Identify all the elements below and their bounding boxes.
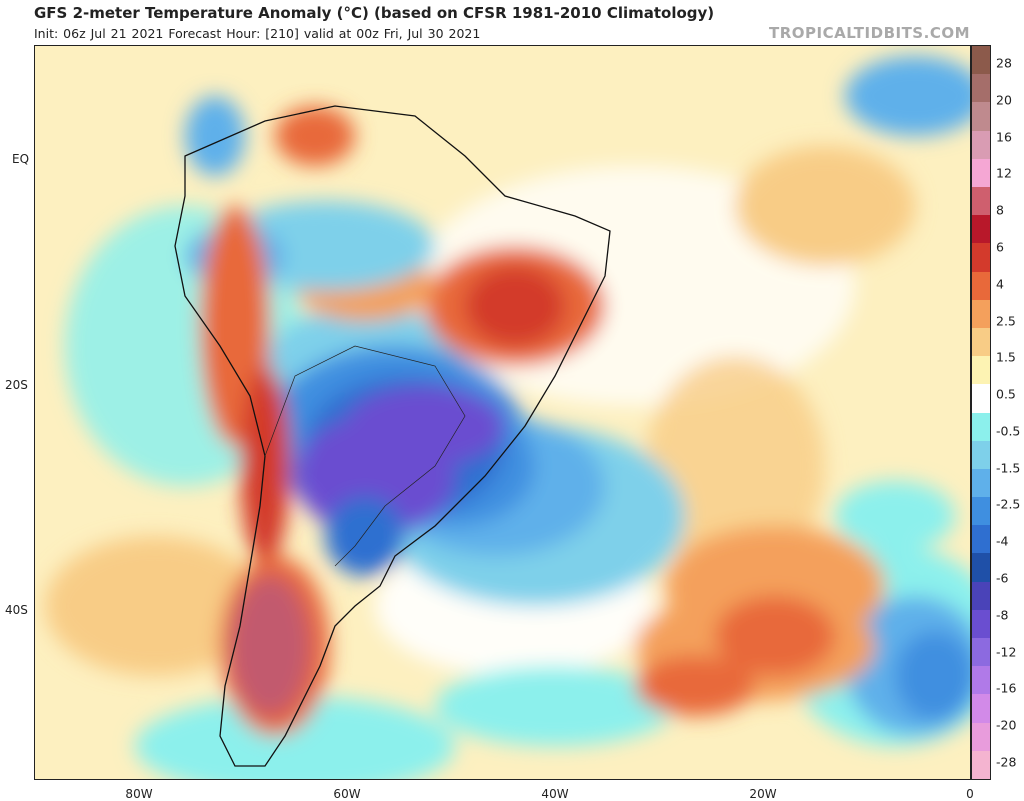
country-borders <box>264 345 466 567</box>
colorbar-segment <box>972 74 990 103</box>
colorbar-segment <box>972 750 990 780</box>
colorbar-segment <box>972 327 990 357</box>
colorbar-tick-label: -0.5 <box>996 423 1021 439</box>
anomaly-map <box>35 46 970 779</box>
lon-label-40w: 40W <box>541 787 569 801</box>
colorbar-segment <box>972 553 990 583</box>
colorbar-segment <box>972 158 990 188</box>
colorbar-tick-label: -8 <box>996 607 1009 623</box>
colorbar-tick-label: -28 <box>996 754 1017 770</box>
colorbar-segment <box>972 722 990 752</box>
colorbar-tick-label: -1.5 <box>996 460 1021 476</box>
colorbar-tick-label: 2.5 <box>996 313 1016 329</box>
colorbar-tick-label: -6 <box>996 570 1009 586</box>
colorbar-segment <box>972 299 990 329</box>
colorbar-tick-label: -20 <box>996 717 1017 733</box>
colorbar-tick-label: -12 <box>996 644 1017 660</box>
colorbar-segment <box>972 468 990 498</box>
colorbar-tick-label: 16 <box>996 129 1012 145</box>
colorbar-segment <box>972 356 990 385</box>
colorbar-segment <box>972 525 990 554</box>
colorbar-tick-label: 6 <box>996 239 1004 255</box>
colorbar-tick-label: -4 <box>996 533 1009 549</box>
colorbar-tick-label: -16 <box>996 680 1017 696</box>
coastline <box>174 105 611 767</box>
colorbar-segment <box>972 497 990 526</box>
map-panel <box>34 45 971 780</box>
colorbar-segment <box>972 130 990 160</box>
watermark: TROPICALTIDBITS.COM <box>769 24 970 42</box>
colorbar-segment <box>972 102 990 132</box>
colorbar-segment <box>972 609 990 639</box>
colorbar-segment <box>972 666 990 695</box>
colorbar-segment <box>972 638 990 667</box>
colorbar-tick-label: 12 <box>996 165 1012 181</box>
anomaly-field <box>45 56 970 779</box>
colorbar-segment <box>972 46 990 75</box>
colorbar-segment <box>972 271 990 301</box>
colorbar-segment <box>972 440 990 470</box>
colorbar-tick-label: 1.5 <box>996 349 1016 365</box>
colorbar-segment <box>972 215 990 244</box>
colorbar-tick-label: 20 <box>996 92 1012 108</box>
colorbar-segment <box>972 581 990 611</box>
lon-label-20w: 20W <box>749 787 777 801</box>
lat-label-eq: EQ <box>12 152 30 166</box>
colorbar-segment <box>972 412 990 442</box>
colorbar-segment <box>972 694 990 724</box>
colorbar-segment <box>972 384 990 413</box>
lon-label-0: 0 <box>966 787 974 801</box>
colorbar-tick-label: 0.5 <box>996 386 1016 402</box>
colorbar <box>971 45 991 780</box>
colorbar-segment <box>972 186 990 216</box>
lon-label-60w: 60W <box>333 787 361 801</box>
forecast-info: Init: 06z Jul 21 2021 Forecast Hour: [21… <box>34 26 481 41</box>
colorbar-tick-label: 4 <box>996 276 1004 292</box>
lat-label-20s: 20S <box>5 378 28 392</box>
lat-label-40s: 40S <box>5 603 28 617</box>
colorbar-segment <box>972 243 990 273</box>
lon-label-80w: 80W <box>125 787 153 801</box>
colorbar-tick-label: -2.5 <box>996 496 1021 512</box>
chart-title: GFS 2-meter Temperature Anomaly (°C) (ba… <box>34 4 715 22</box>
colorbar-tick-label: 8 <box>996 202 1004 218</box>
colorbar-tick-label: 28 <box>996 55 1012 71</box>
